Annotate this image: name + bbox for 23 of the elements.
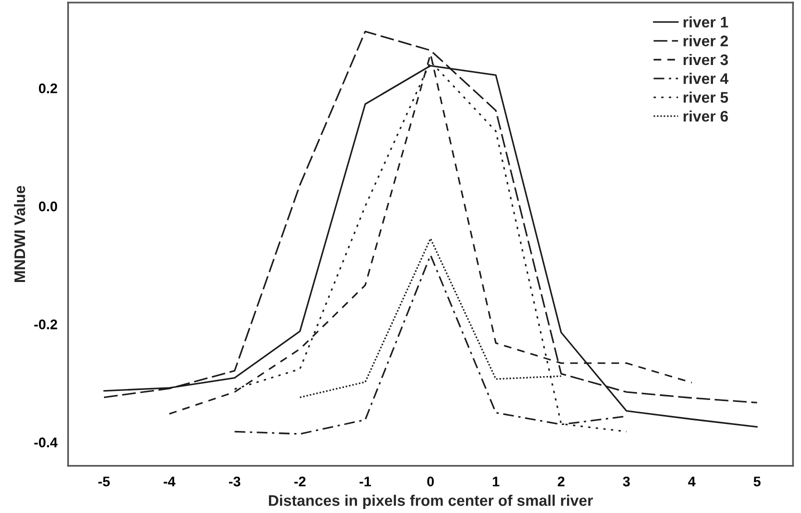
x-axis-title: Distances in pixels from center of small river — [268, 494, 593, 509]
x-tick-label: 5 — [754, 476, 761, 486]
legend-label: river 5 — [684, 92, 728, 103]
x-tick-label: 3 — [622, 476, 630, 486]
x-tick-label: -2 — [294, 476, 306, 486]
legend-label: river 6 — [684, 110, 728, 122]
x-tick-label: 4 — [688, 476, 696, 486]
legend-label: river 1 — [684, 16, 728, 28]
y-tick-label: 0.0 — [38, 201, 58, 212]
legend-label: river 4 — [684, 72, 728, 84]
x-tick-label: -4 — [164, 476, 176, 486]
legend-label: river 3 — [684, 54, 728, 66]
y-tick-label: -0.2 — [34, 320, 58, 330]
y-tick-label: -0.4 — [34, 438, 58, 448]
y-tick-label: 0.2 — [38, 83, 58, 94]
x-tick-label: 2 — [558, 476, 564, 486]
x-tick-label: 1 — [492, 476, 500, 486]
x-tick-label: 0 — [427, 476, 434, 486]
x-tick-label: -1 — [360, 476, 372, 486]
y-axis-title: MNDWI Value — [14, 186, 26, 282]
legend-label: river 2 — [684, 35, 728, 46]
x-tick-label: -3 — [228, 476, 240, 486]
x-tick-label: -5 — [98, 476, 110, 486]
